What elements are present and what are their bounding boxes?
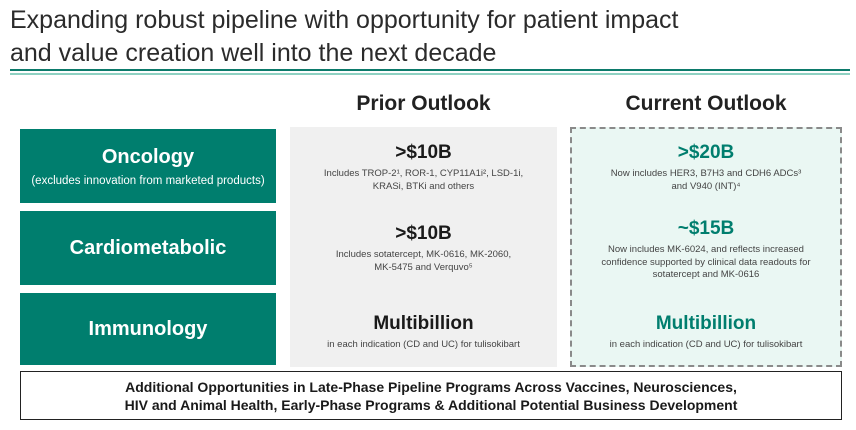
title-rule-light bbox=[10, 73, 850, 75]
title-rule-dark bbox=[10, 69, 850, 71]
prior-detail: Includes TROP-2¹, ROR-1, CYP11A1i², LSD-… bbox=[323, 168, 524, 192]
current-cardiometabolic-cell: ~$15B Now includes MK-6024, and reflects… bbox=[570, 218, 842, 282]
current-outlook-panel bbox=[570, 127, 842, 367]
category-name: Immunology bbox=[88, 317, 208, 340]
prior-oncology-cell: >$10B Includes TROP-2¹, ROR-1, CYP11A1i²… bbox=[290, 142, 557, 193]
category-cardiometabolic: Cardiometabolic bbox=[20, 211, 276, 285]
banner-line-2: HIV and Animal Health, Early-Phase Progr… bbox=[124, 396, 738, 413]
category-name: Cardiometabolic bbox=[69, 236, 227, 259]
category-oncology: Oncology (excludes innovation from marke… bbox=[20, 129, 276, 203]
category-immunology: Immunology bbox=[20, 293, 276, 365]
slide-title: Expanding robust pipeline with opportuni… bbox=[10, 4, 850, 70]
current-value: >$20B bbox=[677, 142, 735, 163]
prior-value: >$10B bbox=[395, 223, 452, 244]
current-outlook-heading: Current Outlook bbox=[625, 92, 787, 115]
prior-detail: Includes sotatercept, MK-0616, MK-2060, … bbox=[335, 249, 512, 273]
prior-outlook-panel bbox=[290, 127, 557, 367]
prior-immunology-cell: Multibillion in each indication (CD and … bbox=[290, 313, 557, 352]
category-note: (excludes innovation from marketed produ… bbox=[31, 174, 265, 187]
current-detail: Now includes MK-6024, and reflects incre… bbox=[601, 244, 811, 280]
current-detail: Now includes HER3, B7H3 and CDH6 ADCs³ a… bbox=[610, 168, 802, 192]
prior-outlook-heading: Prior Outlook bbox=[356, 92, 491, 115]
title-line-2: and value creation well into the next de… bbox=[10, 39, 497, 67]
prior-value: >$10B bbox=[395, 142, 452, 163]
prior-detail: in each indication (CD and UC) for tulis… bbox=[327, 339, 520, 350]
additional-opportunities-banner: Additional Opportunities in Late-Phase P… bbox=[20, 371, 842, 420]
banner-line-1: Additional Opportunities in Late-Phase P… bbox=[125, 378, 737, 395]
current-value: ~$15B bbox=[677, 218, 735, 239]
current-immunology-cell: Multibillion in each indication (CD and … bbox=[570, 313, 842, 352]
title-line-1: Expanding robust pipeline with opportuni… bbox=[10, 6, 679, 34]
prior-cardiometabolic-cell: >$10B Includes sotatercept, MK-0616, MK-… bbox=[290, 223, 557, 274]
current-oncology-cell: >$20B Now includes HER3, B7H3 and CDH6 A… bbox=[570, 142, 842, 193]
prior-value: Multibillion bbox=[373, 313, 474, 334]
current-value: Multibillion bbox=[655, 313, 757, 334]
current-detail: in each indication (CD and UC) for tulis… bbox=[609, 339, 803, 350]
category-name: Oncology bbox=[101, 145, 195, 168]
